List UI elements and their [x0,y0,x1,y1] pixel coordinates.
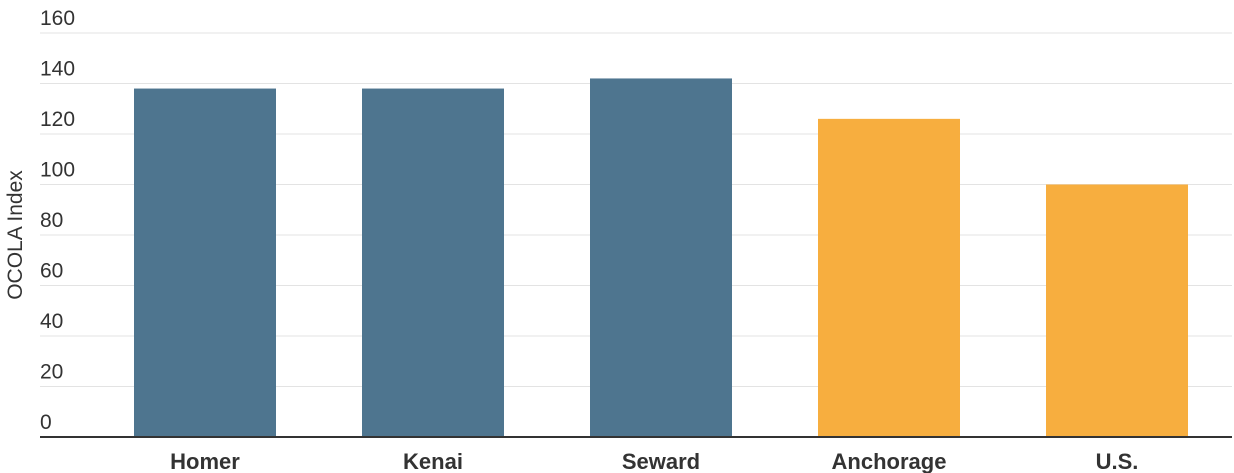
y-tick-label: 20 [40,361,63,384]
y-tick-label: 60 [40,260,63,283]
x-tick-label: U.S. [1096,449,1139,473]
x-tick-label: Homer [170,449,240,473]
bar-kenai [362,88,504,438]
y-tick-label: 160 [40,7,75,30]
y-tick-label: 100 [40,159,75,182]
y-axis-title: OCOLA Index [4,170,27,300]
y-tick-label: 0 [40,411,52,434]
bars [134,78,1188,438]
y-tick-label: 120 [40,108,75,131]
x-tick-label: Kenai [403,449,463,473]
y-tick-label: 80 [40,209,63,232]
y-axis-ticks: 0 20 40 60 80 100 120 140 160 [40,7,75,434]
bar-u-s [1046,184,1188,437]
x-axis-labels: Homer Kenai Seward Anchorage U.S. [170,449,1138,473]
bar-anchorage [818,118,960,437]
y-tick-label: 140 [40,58,75,81]
x-tick-label: Seward [622,449,700,473]
y-tick-label: 40 [40,310,63,333]
x-tick-label: Anchorage [832,449,947,473]
bar-homer [134,88,276,438]
bar-seward [590,78,732,437]
